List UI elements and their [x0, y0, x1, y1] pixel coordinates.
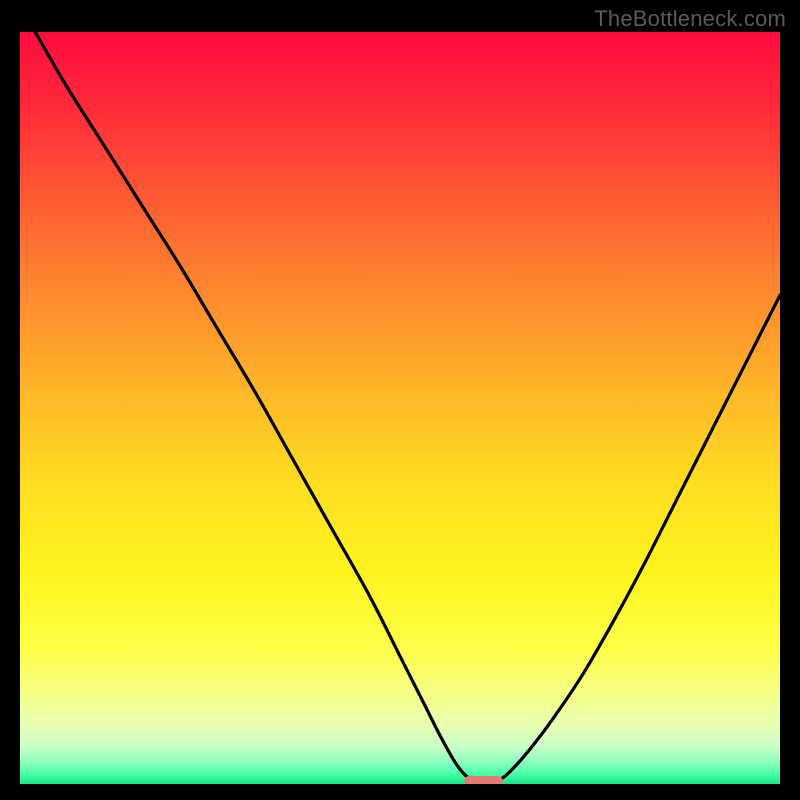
plot-area: [20, 32, 780, 784]
watermark-text: TheBottleneck.com: [594, 6, 786, 32]
optimal-marker: [464, 776, 504, 784]
bottleneck-curve: [20, 32, 780, 784]
